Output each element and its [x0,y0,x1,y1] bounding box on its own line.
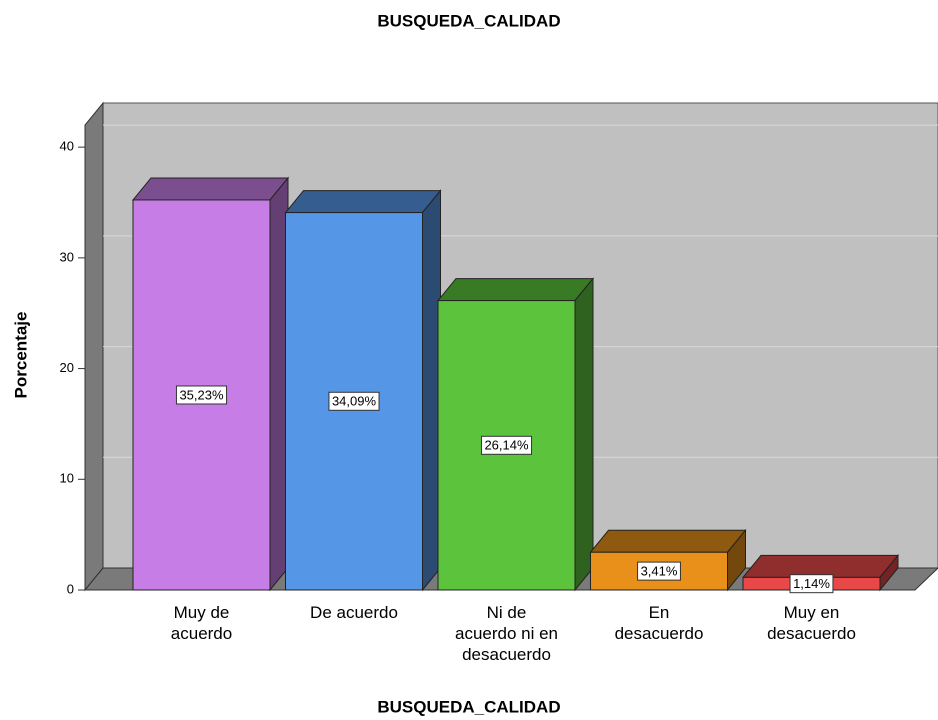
y-tick-label: 10 [60,471,74,486]
value-label-box [637,561,681,581]
x-tick-label: En desacuerdo [615,603,704,643]
y-tick-label: 40 [60,139,74,154]
value-label: 34,09% [332,394,377,409]
x-tick-label: Muy en desacuerdo [767,603,856,643]
bar-top [436,278,595,302]
value-label: 1,14% [793,576,830,591]
value-label: 3,41% [641,564,678,579]
bar-top [741,554,900,578]
value-label-box [175,385,228,405]
y-axis-title: Porcentaje [11,312,30,399]
value-label-box [480,435,533,455]
value-label-box [328,391,380,411]
side-wall [84,101,104,592]
y-tick-label: 20 [60,360,74,375]
chart-title: BUSQUEDA_CALIDAD [377,11,560,30]
bar-top [284,190,442,214]
x-tick-label: Ni de acuerdo ni en desacuerdo [455,603,558,664]
y-tick-label: 30 [60,249,74,264]
x-tick-label: De acuerdo [310,603,398,622]
bar-top [589,529,747,553]
value-label-box [789,574,834,594]
bar-side [574,277,594,592]
bar [285,212,423,591]
x-axis-title: BUSQUEDA_CALIDAD [377,697,560,716]
value-label: 26,14% [484,438,529,453]
value-label: 35,23% [179,387,224,402]
y-tick-label: 0 [67,581,74,596]
x-tick-label: Muy de acuerdo [171,603,232,643]
bar-top [131,177,290,201]
